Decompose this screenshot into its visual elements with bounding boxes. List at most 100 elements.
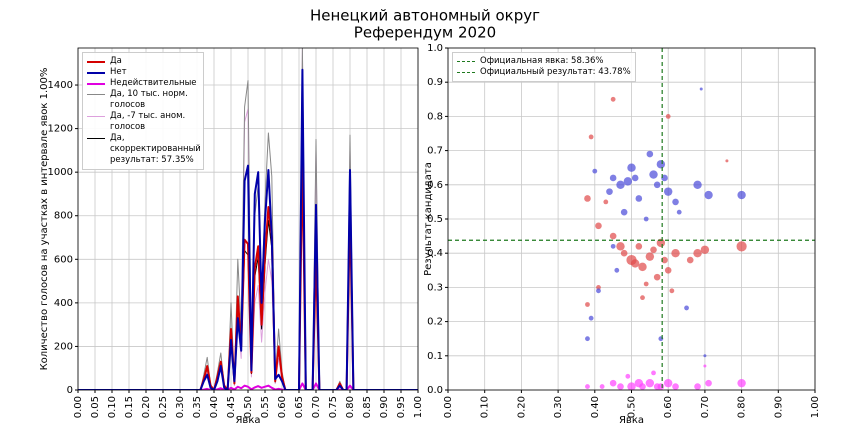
x-tick-label: 0.20 <box>516 396 527 418</box>
legend-swatch <box>87 61 105 63</box>
y-tick-label: 400 <box>54 298 73 309</box>
scatter-point <box>585 336 590 342</box>
scatter-point <box>635 243 643 250</box>
y-tick-label: 1.0 <box>427 43 443 54</box>
x-tick-label: 0.85 <box>362 396 373 418</box>
scatter-point <box>664 378 673 388</box>
x-tick-label: 0.20 <box>141 396 152 418</box>
scatter-point <box>609 174 617 182</box>
x-tick-label: 0.95 <box>396 396 407 418</box>
x-tick-label: 0.70 <box>311 396 322 418</box>
scatter-point <box>610 243 616 249</box>
legend-swatch <box>457 72 475 73</box>
scatter-point <box>616 180 625 189</box>
scatter-point <box>620 208 628 216</box>
y-axis-label: Количество голосов на участках в интерва… <box>39 68 50 371</box>
scatter-point <box>661 174 668 182</box>
x-tick-label: 0.35 <box>192 396 203 418</box>
x-tick-label: 1.00 <box>413 396 424 418</box>
scatter-point <box>585 302 590 307</box>
scatter-point <box>630 259 640 268</box>
scatter-point <box>672 198 679 206</box>
scatter-point <box>664 267 672 274</box>
scatter-point <box>610 96 616 102</box>
legend-swatch <box>87 72 105 74</box>
legend-swatch <box>87 94 105 95</box>
legend: Да Нет Недействительные Да, 10 тыс. норм. г… <box>82 52 204 170</box>
scatter-point <box>603 199 609 205</box>
axes-frame <box>447 47 816 391</box>
scatter-point <box>588 134 594 140</box>
subtitle: Референдум 2020 <box>354 24 496 42</box>
scatter-point <box>704 190 713 200</box>
legend-entry: Да, скорректированный результат: 57.35% <box>87 133 201 166</box>
scatter-point <box>693 180 702 189</box>
x-tick-label: 0.65 <box>294 396 305 418</box>
scatter-point <box>737 378 746 388</box>
y-tick-label: 1200 <box>48 124 73 135</box>
legend-swatch <box>457 61 475 62</box>
scatter-point <box>638 262 647 272</box>
y-tick-label: 0.1 <box>427 351 443 362</box>
x-tick-label: 0.00 <box>73 396 84 418</box>
legend-entry: Официальный результат: 43.78% <box>457 67 631 78</box>
scatter-point <box>665 114 671 119</box>
scatter-point <box>669 288 675 294</box>
scatter-point <box>635 195 643 202</box>
scatter-point <box>627 382 636 390</box>
scatter-point <box>672 383 679 390</box>
x-tick-label: 0.45 <box>226 396 237 418</box>
scatter-point <box>737 190 746 200</box>
scatter-point <box>645 378 655 388</box>
legend-entry: Да, 10 тыс. норм. голосов <box>87 89 199 111</box>
scatter-point <box>595 222 602 230</box>
legend-entry: Нет <box>87 67 199 78</box>
y-tick-label: 0.7 <box>427 146 443 157</box>
scatter-point <box>643 216 649 222</box>
x-tick-label: 0.75 <box>328 396 339 418</box>
scatter-point <box>651 370 656 376</box>
y-tick-label: 0.5 <box>427 214 443 225</box>
y-tick-label: 800 <box>54 211 73 222</box>
x-tick-label: 0.50 <box>243 396 254 418</box>
scatter-point <box>656 160 666 169</box>
legend-label: Официальный результат: 43.78% <box>480 67 631 77</box>
scatter-point <box>596 288 601 294</box>
plot-area <box>448 48 815 390</box>
scatter-point <box>596 285 601 290</box>
y-tick-label: 0.0 <box>427 385 443 396</box>
y-tick-label: 0.9 <box>427 77 443 88</box>
y-tick-label: 0.4 <box>427 248 443 259</box>
title: Ненецкий автономный округ <box>310 7 540 25</box>
y-tick-label: 0.2 <box>427 317 443 328</box>
scatter-point <box>588 315 594 321</box>
x-tick-label: 0.80 <box>737 396 748 418</box>
x-tick-label: 0.30 <box>553 396 564 418</box>
x-tick-label: 0.40 <box>590 396 601 418</box>
scatter-point <box>650 246 657 254</box>
scatter-point <box>640 295 645 301</box>
x-tick-label: 0.30 <box>175 396 186 418</box>
scatter-point <box>684 305 689 311</box>
legend-entry: Недействительные <box>87 78 199 89</box>
x-tick-label: 0.60 <box>277 396 288 418</box>
y-tick-label: 0.8 <box>427 111 443 122</box>
scatter-point <box>736 241 747 252</box>
scatter-point <box>625 373 631 379</box>
y-tick-label: 1400 <box>48 80 73 91</box>
scatter-point <box>646 150 654 158</box>
scatter-point <box>592 168 598 174</box>
scatter-point <box>614 267 620 273</box>
legend: Официальная явка: 58.36% Официальный резу… <box>452 52 636 82</box>
scatter-point <box>661 256 668 264</box>
x-tick-label: 0.00 <box>443 396 454 418</box>
plot-area <box>78 48 418 390</box>
legend-swatch <box>87 83 105 85</box>
legend-label: Да <box>110 56 122 66</box>
legend-label: Нет <box>110 67 127 77</box>
x-tick-label: 0.90 <box>773 396 784 418</box>
legend-entry: Официальная явка: 58.36% <box>457 56 631 67</box>
legend-label: Официальная явка: 58.36% <box>480 56 604 66</box>
scatter-point <box>700 245 710 254</box>
